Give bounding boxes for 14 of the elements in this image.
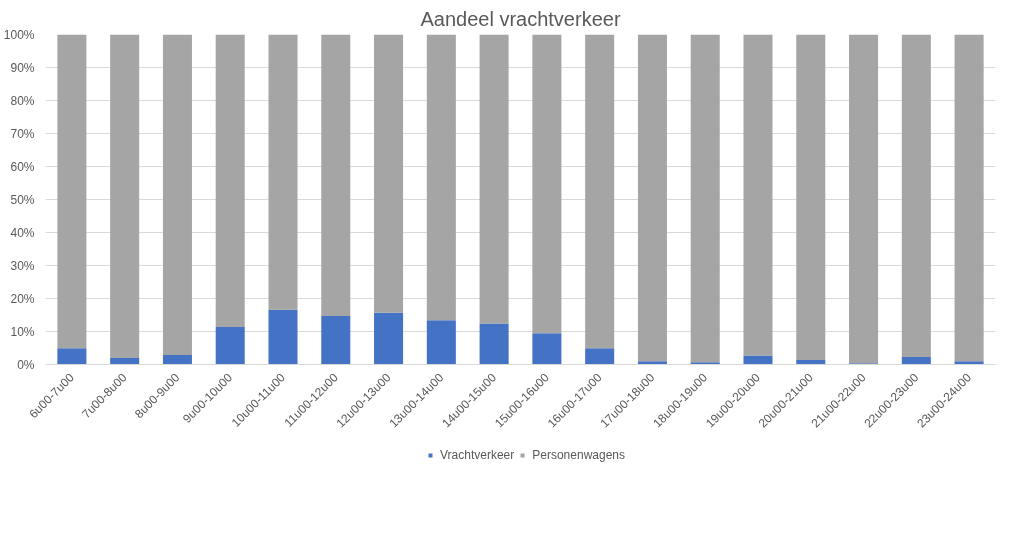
y-tick-label: 80% bbox=[10, 93, 35, 108]
y-tick-label: 20% bbox=[10, 291, 35, 306]
legend-label: Personenwagens bbox=[532, 448, 625, 462]
y-tick-label: 90% bbox=[10, 60, 35, 75]
legend-label: Vrachtverkeer bbox=[440, 448, 515, 462]
y-tick-label: 0% bbox=[17, 357, 35, 372]
y-tick-label: 40% bbox=[10, 225, 35, 240]
y-tick-label: 50% bbox=[10, 192, 35, 207]
y-tick-label: 70% bbox=[10, 126, 35, 141]
y-tick-label: 100% bbox=[3, 27, 35, 42]
y-tick-label: 60% bbox=[10, 159, 35, 174]
y-tick-label: 10% bbox=[10, 324, 35, 339]
chart-title: Aandeel vrachtverkeer bbox=[420, 7, 621, 30]
y-tick-label: 30% bbox=[10, 258, 35, 273]
